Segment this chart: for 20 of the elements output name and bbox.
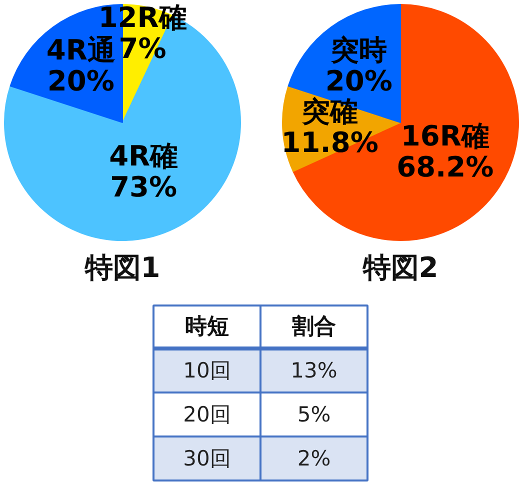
slice-label: 16R確: [400, 120, 490, 153]
data-label: 73%: [110, 170, 178, 204]
category-label: 20回: [183, 402, 231, 426]
slice-label: 突時: [330, 34, 387, 67]
slice-label: 4R通: [46, 34, 116, 67]
text: 13%: [290, 358, 338, 382]
text: 割合: [291, 314, 336, 340]
text: 2%: [297, 446, 331, 470]
data-label: 20%: [325, 64, 392, 98]
text: 特図1: [84, 251, 160, 284]
text: 時短: [185, 314, 229, 340]
text: 特図2: [362, 251, 438, 284]
category-label: 10回: [183, 358, 231, 382]
category-label: 30回: [183, 446, 231, 470]
data-label: 68.2%: [396, 150, 494, 184]
data-label: 20%: [47, 64, 114, 98]
data-label: 11.8%: [281, 126, 378, 159]
slice-label: 4R確: [109, 140, 178, 173]
slice-label: 突確: [300, 95, 358, 128]
text: 5%: [297, 402, 331, 426]
